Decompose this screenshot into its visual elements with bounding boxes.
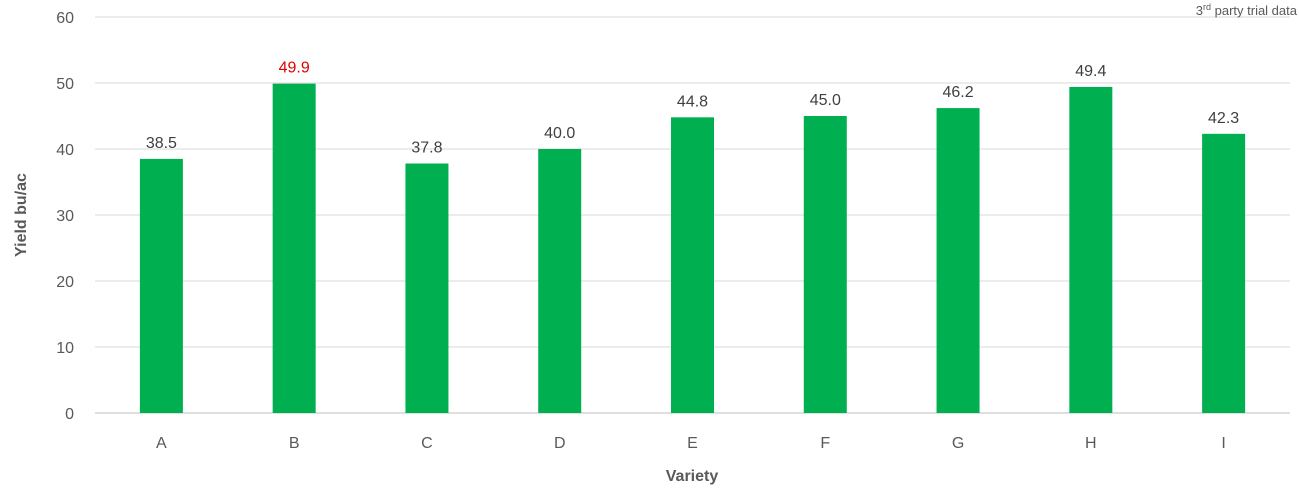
y-tick-label: 50 [56,76,74,93]
x-tick-label: C [421,435,433,452]
y-tick-label: 60 [56,10,74,27]
bar-d [538,149,582,413]
x-tick-label: B [289,435,300,452]
x-tick-label: D [554,435,566,452]
bars [139,83,1246,414]
y-tick-label: 20 [56,274,74,291]
bar-f [803,116,847,413]
bar-i [1202,133,1246,413]
y-axis-title: Yield bu/ac [13,173,30,257]
y-tick-label: 30 [56,208,74,225]
y-tick-label: 40 [56,142,74,159]
data-label: 49.4 [1075,63,1106,80]
data-label: 38.5 [146,135,177,152]
y-tick-label: 0 [65,406,74,423]
data-label: 37.8 [411,140,442,157]
bar-h [1069,86,1113,414]
x-tick-label: G [952,435,964,452]
x-tick-label: E [687,435,698,452]
bar-c [405,163,449,413]
data-label: 46.2 [942,84,973,101]
x-axis-title: Variety [666,468,719,485]
bar-g [936,108,980,413]
y-axis-ticks: 0 10 20 30 40 50 60 [56,10,74,423]
bar-b [272,83,316,413]
x-tick-label: A [156,435,167,452]
bar-e [671,117,714,413]
data-label: 42.3 [1208,110,1239,127]
x-tick-label: I [1221,435,1225,452]
x-tick-label: F [820,435,830,452]
source-annotation: 3rd party trial data [1196,2,1298,18]
data-label: 45.0 [810,92,841,109]
data-label: 44.8 [677,93,708,110]
data-label: 40.0 [544,125,575,142]
x-tick-label: H [1085,435,1097,452]
data-labels: 38.5 49.9 37.8 40.0 44.8 45.0 46.2 49.4 42.3 [146,60,1239,157]
y-tick-label: 10 [56,340,74,357]
x-axis-ticks: A B C D E F G H I [156,435,1226,452]
bar-a [139,158,183,413]
data-label: 49.9 [279,60,310,77]
